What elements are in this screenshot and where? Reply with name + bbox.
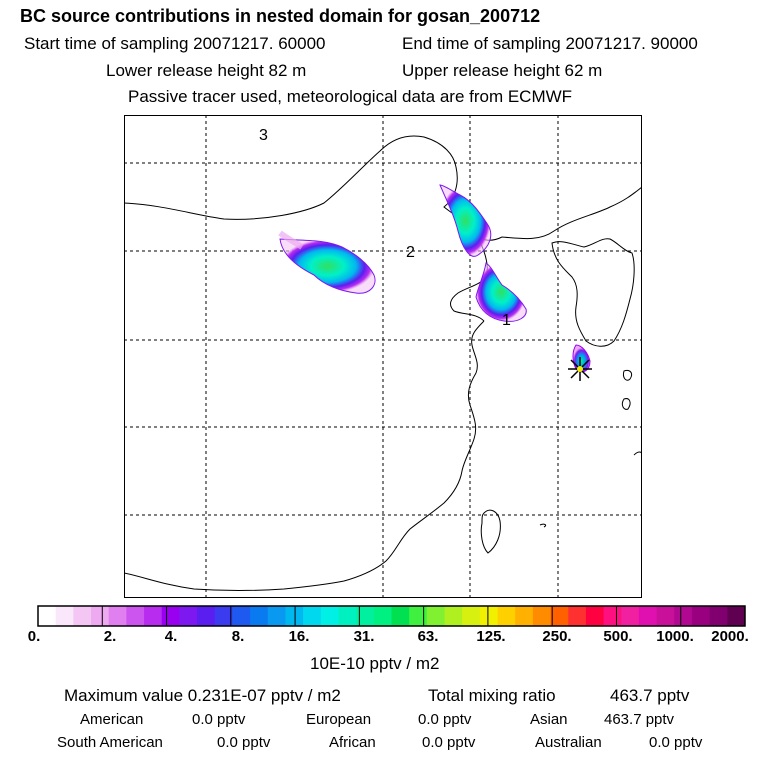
start-time-label: Start time of sampling 20071217. 60000 xyxy=(24,34,326,53)
tick-label: 250. xyxy=(542,628,572,645)
region-value: 0.0 pptv xyxy=(418,711,472,728)
color-scale-segment xyxy=(709,606,728,626)
color-scale-segment xyxy=(179,606,198,626)
color-scale-segment xyxy=(38,606,57,626)
region-value: 463.7 pptv xyxy=(604,711,675,728)
receptor-center xyxy=(577,366,583,372)
color-scale-segment xyxy=(497,606,516,626)
color-scale-segment xyxy=(568,606,587,626)
plume-receptor xyxy=(572,344,591,373)
color-scale-segment xyxy=(303,606,322,626)
color-scale-segment xyxy=(444,606,463,626)
tick-label: 8. xyxy=(231,628,245,645)
color-scale-segment xyxy=(285,606,304,626)
color-scale-segment xyxy=(73,606,92,626)
tick-label: 16. xyxy=(288,628,310,645)
tick-label: 0. xyxy=(27,628,41,645)
source-contribution-map: 3 2 1 xyxy=(124,115,642,598)
lower-release-height: Lower release height 82 m xyxy=(106,61,307,80)
region-name: Australian xyxy=(535,734,602,751)
tick-label: 2. xyxy=(103,628,117,645)
region-value: 0.0 pptv xyxy=(192,711,246,728)
tick-label: 2000. xyxy=(711,628,749,645)
sampling-times: Start time of sampling 20071217. 60000 E… xyxy=(24,34,698,53)
color-scale-segment xyxy=(638,606,658,626)
tick-label: 125. xyxy=(476,628,506,645)
color-scale-segment xyxy=(462,606,481,626)
total-mixing-value: 463.7 pptv xyxy=(610,686,690,705)
color-scale-segment xyxy=(603,606,622,626)
color-scale-segment xyxy=(144,606,163,626)
region-name: Asian xyxy=(530,711,568,728)
plume-trail xyxy=(278,230,304,250)
color-scale-segment xyxy=(515,606,534,626)
color-scale-segment xyxy=(674,606,693,626)
maximum-value: Maximum value 0.231E-07 pptv / m2 xyxy=(64,686,341,705)
color-scale-segment xyxy=(161,606,180,626)
color-scale-segment xyxy=(550,606,569,626)
plume-east xyxy=(475,262,527,322)
tracer-note: Passive tracer used, meteorological data… xyxy=(128,87,573,106)
color-scale-segment xyxy=(338,606,357,626)
region-name: South American xyxy=(57,734,163,751)
region-value: 0.0 pptv xyxy=(217,734,271,751)
plot-title: BC source contributions in nested domain… xyxy=(20,6,541,26)
color-scale-segment xyxy=(409,606,428,626)
color-scale-segment xyxy=(391,606,410,626)
color-scale-segment xyxy=(356,606,375,626)
release-heights: Lower release height 82 m Upper release … xyxy=(106,61,602,80)
map-label-1: 1 xyxy=(502,312,511,329)
color-scale-segment xyxy=(214,606,233,626)
color-scale-segment xyxy=(621,606,640,626)
tick-label: 500. xyxy=(603,628,633,645)
color-scale-bar xyxy=(37,605,746,627)
color-scale-segment xyxy=(55,606,74,626)
color-scale-segment xyxy=(585,606,605,626)
upper-release-height: Upper release height 62 m xyxy=(402,61,603,80)
graticule xyxy=(124,115,642,598)
color-scale-segment xyxy=(373,606,392,626)
tick-label: 1000. xyxy=(656,628,694,645)
color-scale-segment xyxy=(656,606,675,626)
color-scale-segment xyxy=(108,606,127,626)
color-scale-segment xyxy=(250,606,269,626)
end-time-label: End time of sampling 20071217. 90000 xyxy=(402,34,698,53)
tick-label: 63. xyxy=(417,628,439,645)
color-scale-segment xyxy=(479,606,499,626)
color-scale-segment xyxy=(727,606,746,626)
map-label-2: 2 xyxy=(406,244,415,261)
summary-maximum: Maximum value 0.231E-07 pptv / m2 Total … xyxy=(64,686,689,705)
tick-label: 4. xyxy=(164,628,178,645)
plume-west xyxy=(279,238,376,294)
region-value: 0.0 pptv xyxy=(422,734,476,751)
plume-north xyxy=(439,184,492,257)
region-name: African xyxy=(329,734,376,751)
tick-label: 31. xyxy=(353,628,375,645)
color-scale-ticks: 0. 2. 4. 8. 16. 31. 63. 125. 250. 500. 1… xyxy=(0,628,768,650)
colorbar-units: 10E-10 pptv / m2 xyxy=(310,654,440,673)
color-scale-segment xyxy=(426,606,446,626)
color-scale-segment xyxy=(691,606,711,626)
color-scale-border xyxy=(37,605,746,627)
color-scale-segment xyxy=(126,606,145,626)
plumes xyxy=(278,184,591,373)
total-mixing-label: Total mixing ratio xyxy=(428,686,556,705)
region-name: American xyxy=(80,711,144,728)
region-name: European xyxy=(306,711,372,728)
color-scale-segment xyxy=(91,606,110,626)
color-scale-segment xyxy=(267,606,286,626)
color-scale-segment xyxy=(320,606,339,626)
region-value: 0.0 pptv xyxy=(649,734,703,751)
color-scale-segment xyxy=(232,606,251,626)
map-label-3: 3 xyxy=(259,127,268,144)
color-scale-segment xyxy=(532,606,552,626)
color-scale-segment xyxy=(197,606,216,626)
